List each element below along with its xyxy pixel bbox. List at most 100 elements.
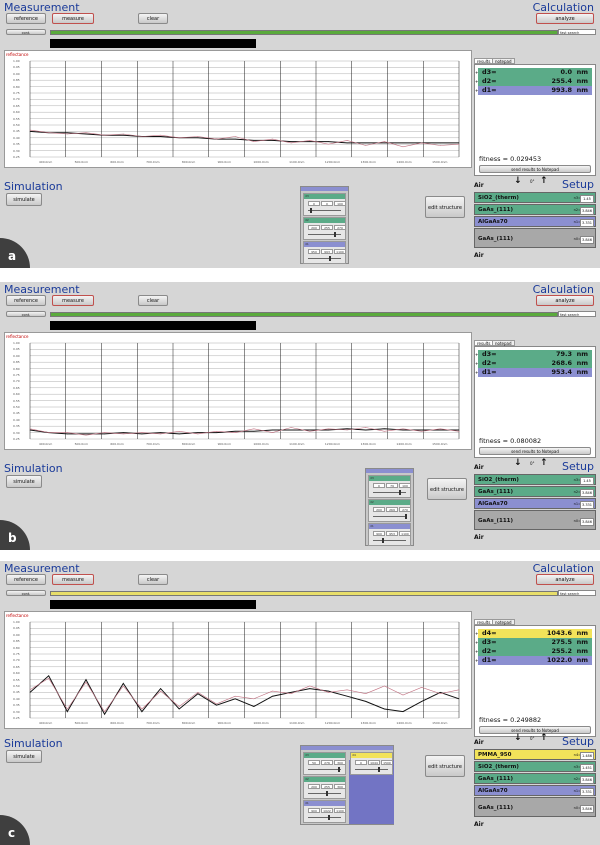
- slider-value-field[interactable]: 1500: [381, 760, 393, 765]
- search-mode-dropdown[interactable]: fast search: [558, 590, 596, 596]
- layer-sio2-therm-[interactable]: SiO2_(therm) n3= 1.451: [474, 761, 596, 772]
- layer-gaas-111-[interactable]: GaAs_(111) n0= 3.846: [474, 510, 596, 530]
- slider-value-field[interactable]: 255: [321, 784, 333, 789]
- slider-value-field[interactable]: 900: [373, 531, 385, 536]
- slider-value-field[interactable]: 1100: [334, 808, 346, 813]
- thickness-slider-d3[interactable]: d3 0 0 100: [303, 193, 346, 216]
- layer-index-value[interactable]: 1.486: [580, 752, 594, 760]
- slider-value-field[interactable]: 1100: [399, 531, 411, 536]
- simulate-button[interactable]: simulate: [6, 193, 42, 206]
- slider-handle[interactable]: [329, 256, 332, 261]
- thickness-slider-d2[interactable]: d2 200 255 270: [303, 217, 346, 240]
- thickness-slider-d3[interactable]: d3 0 79 100: [368, 475, 411, 498]
- slider-value-field[interactable]: 269: [386, 507, 398, 512]
- reference-button[interactable]: reference: [6, 574, 46, 585]
- row-toggle-icon[interactable]: +: [475, 79, 479, 84]
- reference-button[interactable]: reference: [6, 295, 46, 306]
- cont-button[interactable]: cont.: [6, 29, 46, 35]
- slider-value-field[interactable]: 0: [308, 201, 320, 206]
- row-toggle-icon[interactable]: +: [475, 352, 479, 357]
- tab-notepad[interactable]: notepad: [492, 58, 515, 64]
- search-mode-dropdown[interactable]: fast search: [558, 311, 596, 317]
- cont-button[interactable]: cont.: [6, 590, 46, 596]
- clear-button[interactable]: clear: [138, 295, 168, 306]
- slider-value-field[interactable]: 79: [386, 483, 398, 488]
- slider-value-field[interactable]: 900: [308, 808, 320, 813]
- slider-value-field[interactable]: 950: [308, 249, 320, 254]
- layer-index-value[interactable]: 3.331: [580, 501, 594, 509]
- row-toggle-icon[interactable]: +: [475, 631, 479, 636]
- slider-value-field[interactable]: 300: [334, 760, 346, 765]
- slider-handle[interactable]: [333, 232, 336, 237]
- slider-value-field[interactable]: 1022: [321, 808, 333, 813]
- layer-sio2-therm-[interactable]: SiO2_(therm) n3= 1.45: [474, 474, 596, 485]
- search-mode-dropdown[interactable]: fast search: [558, 29, 596, 35]
- edit-structure-button[interactable]: edit structure: [427, 478, 467, 500]
- layer-index-value[interactable]: 1.451: [580, 764, 594, 772]
- row-toggle-icon[interactable]: +: [475, 70, 479, 75]
- thickness-slider-d1[interactable]: d1 900 953 1100: [368, 523, 411, 546]
- reference-button[interactable]: reference: [6, 13, 46, 24]
- slider-value-field[interactable]: 100: [399, 483, 411, 488]
- slider-handle[interactable]: [328, 815, 331, 820]
- tab-notepad[interactable]: notepad: [492, 340, 515, 346]
- send-to-notepad-button[interactable]: send results to Notepad: [479, 165, 591, 173]
- layer-gaas-111-[interactable]: GaAs_(111) n2= 3.846: [474, 204, 596, 215]
- slider-value-field[interactable]: 255: [321, 225, 333, 230]
- layer-index-value[interactable]: 3.846: [580, 489, 594, 497]
- row-toggle-icon[interactable]: +: [475, 649, 479, 654]
- layer-algaas70[interactable]: AlGaAs70 n1= 3.331: [474, 216, 596, 227]
- simulate-button[interactable]: simulate: [6, 475, 42, 488]
- slider-value-field[interactable]: 276: [321, 760, 333, 765]
- slider-value-field[interactable]: 200: [373, 507, 385, 512]
- analyze-button[interactable]: analyze: [536, 574, 594, 585]
- slider-value-field[interactable]: 0: [355, 760, 367, 765]
- layer-algaas70[interactable]: AlGaAs70 n1= 3.331: [474, 498, 596, 509]
- slider-handle[interactable]: [405, 514, 408, 519]
- slider-value-field[interactable]: 100: [334, 201, 346, 206]
- layer-index-value[interactable]: 3.846: [580, 776, 594, 784]
- slider-value-field[interactable]: 270: [399, 507, 411, 512]
- layer-gaas-111-[interactable]: GaAs_(111) n0= 3.846: [474, 797, 596, 817]
- thickness-slider-d2[interactable]: d2 200 255 300: [303, 776, 346, 799]
- slider-value-field[interactable]: 270: [334, 225, 346, 230]
- row-toggle-icon[interactable]: +: [475, 658, 479, 663]
- clear-button[interactable]: clear: [138, 13, 168, 24]
- layer-index-value[interactable]: 3.846: [580, 805, 594, 813]
- simulate-button[interactable]: simulate: [6, 750, 42, 763]
- edit-structure-button[interactable]: edit structure: [425, 196, 465, 218]
- cont-button[interactable]: cont.: [6, 311, 46, 317]
- clear-button[interactable]: clear: [138, 574, 168, 585]
- slider-value-field[interactable]: 50: [308, 760, 320, 765]
- slider-handle[interactable]: [381, 538, 384, 543]
- slider-handle[interactable]: [337, 767, 340, 772]
- row-toggle-icon[interactable]: +: [475, 640, 479, 645]
- thickness-slider-d1[interactable]: d1 900 1022 1100: [303, 800, 346, 823]
- layer-gaas-111-[interactable]: GaAs_(111) n2= 3.846: [474, 486, 596, 497]
- slider-handle[interactable]: [326, 791, 329, 796]
- layer-index-value[interactable]: 3.846: [580, 518, 594, 526]
- row-toggle-icon[interactable]: +: [475, 361, 479, 366]
- slider-value-field[interactable]: 0: [321, 201, 333, 206]
- row-toggle-icon[interactable]: +: [475, 88, 479, 93]
- layer-index-value[interactable]: 3.331: [580, 788, 594, 796]
- send-to-notepad-button[interactable]: send results to Notepad: [479, 447, 591, 455]
- analyze-button[interactable]: analyze: [536, 13, 594, 24]
- row-toggle-icon[interactable]: +: [475, 370, 479, 375]
- measure-button[interactable]: measure: [52, 295, 94, 306]
- measure-button[interactable]: measure: [52, 574, 94, 585]
- layer-index-value[interactable]: 1.45: [580, 195, 594, 203]
- thickness-slider-d1[interactable]: d1 950 993 1100: [303, 241, 346, 264]
- edit-structure-button[interactable]: edit structure: [425, 755, 465, 777]
- slider-value-field[interactable]: 953: [386, 531, 398, 536]
- slider-value-field[interactable]: 200: [308, 225, 320, 230]
- layer-sio2-therm-[interactable]: SiO2_(therm) n3= 1.45: [474, 192, 596, 203]
- slider-value-field[interactable]: 0: [373, 483, 385, 488]
- layer-index-value[interactable]: 3.846: [580, 236, 594, 244]
- analyze-button[interactable]: analyze: [536, 295, 594, 306]
- tab-notepad[interactable]: notepad: [492, 619, 515, 625]
- layer-index-value[interactable]: 1.45: [580, 477, 594, 485]
- layer-gaas-111-[interactable]: GaAs_(111) n0= 3.846: [474, 228, 596, 248]
- slider-handle[interactable]: [309, 208, 312, 213]
- slider-value-field[interactable]: 300: [334, 784, 346, 789]
